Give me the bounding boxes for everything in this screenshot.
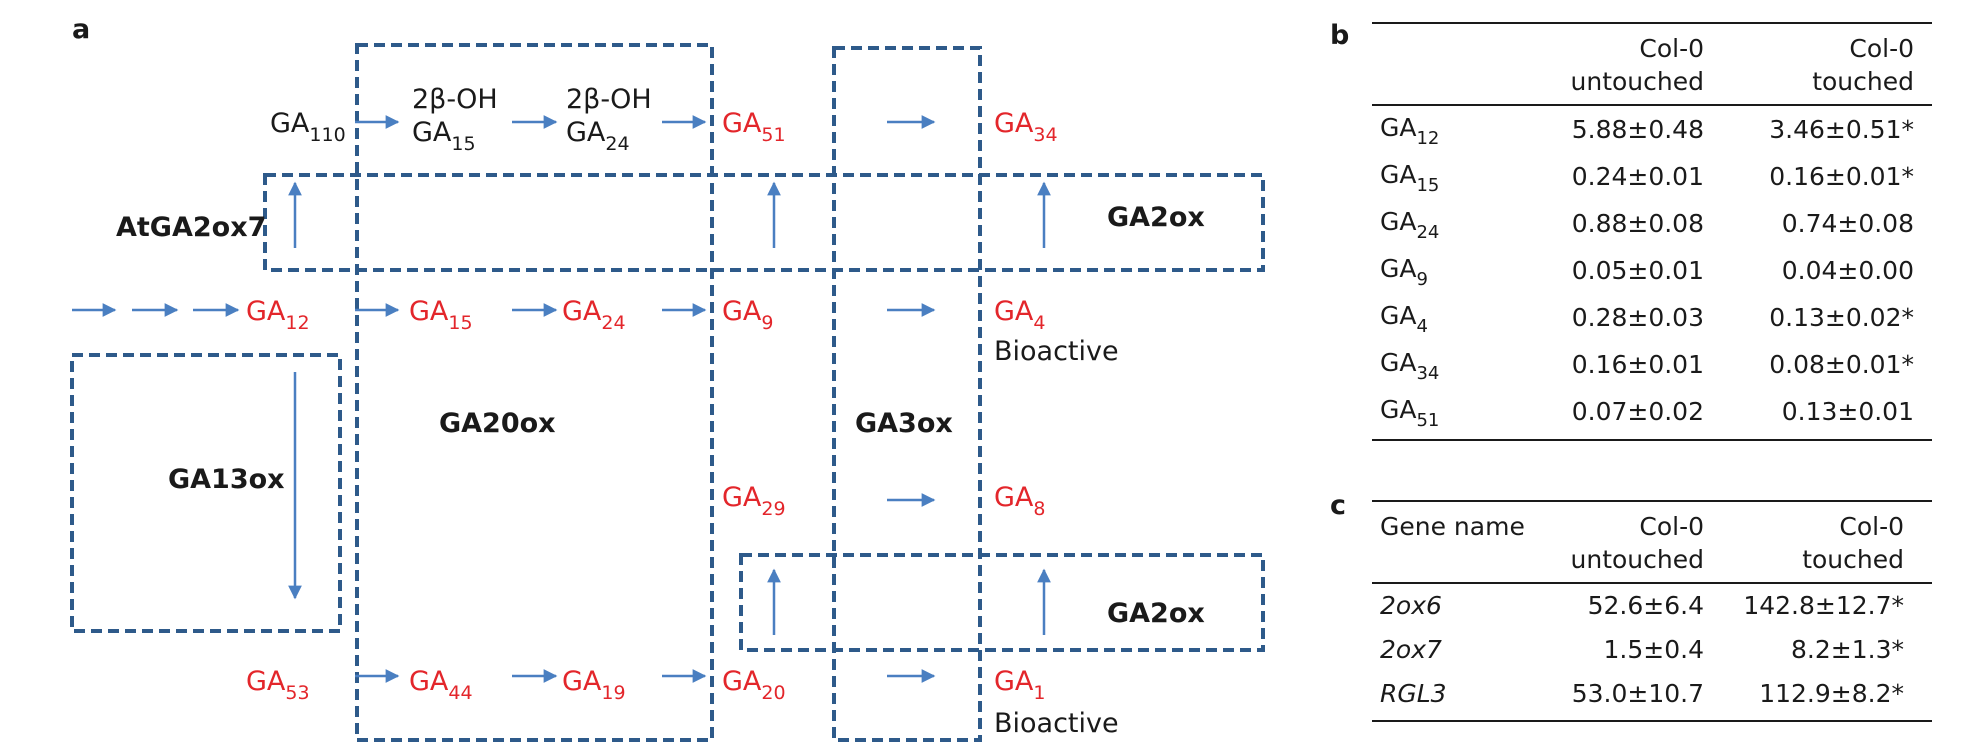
header-untouched: Col-0 untouched	[1542, 501, 1712, 584]
row-label: GA51	[1372, 388, 1542, 441]
metabolite-ga51: GA51	[722, 108, 786, 146]
table-row: GA12 5.88±0.48 3.46±0.51*	[1372, 105, 1932, 153]
enzyme-ga13ox: GA13ox	[168, 464, 285, 495]
metabolite-ga20: GA20	[722, 666, 786, 704]
row-label: GA12	[1380, 113, 1440, 149]
metabolite-ga29: GA29	[722, 482, 786, 520]
header-gene-name: Gene name	[1372, 501, 1542, 584]
cell-touched: 0.13±0.01	[1712, 388, 1932, 441]
cell-touched: 0.13±0.02*	[1769, 302, 1914, 332]
metabolite-ga44: GA44	[409, 666, 473, 704]
metabolite-ga8: GA8	[994, 482, 1046, 520]
cell-untouched: 0.28±0.03	[1571, 302, 1704, 332]
metabolite-ga15: GA15	[409, 296, 473, 334]
row-label: GA24	[1380, 207, 1440, 243]
metabolite-ga12: GA12	[246, 296, 310, 334]
gene-expression-table: Gene name Col-0 untouched Col-0 touched 2o…	[1372, 500, 1932, 722]
ga4-bioactive-note: Bioactive	[994, 336, 1119, 367]
ga2ox-top-box	[263, 173, 1265, 272]
metabolite-ga24: GA24	[562, 296, 626, 334]
header-touched: Col-0 touched	[1712, 501, 1932, 584]
metabolite-ga9: GA9	[722, 296, 774, 334]
header-untouched: Col-0 untouched	[1542, 23, 1712, 106]
table-row: 2ox7 1.5±0.4 8.2±1.3*	[1372, 628, 1932, 672]
table-row: GA4 0.28±0.03 0.13±0.02*	[1372, 294, 1932, 341]
cell-untouched: 0.05±0.01	[1571, 255, 1704, 285]
enzyme-ga3ox: GA3ox	[855, 408, 953, 439]
metabolite-ga34: GA34	[994, 108, 1058, 146]
metabolite-ga1: GA1	[994, 666, 1046, 704]
cell-untouched: 0.16±0.01	[1571, 349, 1704, 379]
enzyme-ga20ox: GA20ox	[439, 408, 556, 439]
metabolite-2b-oh-ga24: 2β-OH GA24	[566, 84, 652, 155]
enzyme-ga2ox-top: GA2ox	[1107, 202, 1205, 233]
cell-touched: 0.04±0.00	[1781, 255, 1914, 285]
row-label: GA9	[1380, 254, 1428, 290]
cell-untouched: 5.88±0.48	[1571, 114, 1704, 144]
table-header-row: Gene name Col-0 untouched Col-0 touched	[1372, 501, 1932, 584]
table-row: GA15 0.24±0.01 0.16±0.01*	[1372, 153, 1932, 200]
metabolite-ga110: GA110	[270, 108, 346, 146]
ga2ox-bottom-box	[739, 553, 1265, 652]
cell-untouched: 53.0±10.7	[1542, 672, 1712, 722]
ga-content-table: Col-0 untouched Col-0 touched GA12 5.88±0.4…	[1372, 22, 1932, 441]
header-touched: Col-0 touched	[1712, 23, 1932, 106]
enzyme-atga2ox7: AtGA2ox7	[116, 212, 267, 243]
cell-touched: 142.8±12.7*	[1743, 591, 1904, 620]
cell-untouched: 0.88±0.08	[1571, 208, 1704, 238]
cell-untouched: 52.6±6.4	[1587, 591, 1704, 620]
table-row: GA24 0.88±0.08 0.74±0.08	[1372, 200, 1932, 247]
metabolite-ga53: GA53	[246, 666, 310, 704]
row-label: GA34	[1380, 348, 1440, 384]
cell-touched: 3.46±0.51*	[1769, 114, 1914, 144]
table-row: GA9 0.05±0.01 0.04±0.00	[1372, 247, 1932, 294]
cell-touched: 0.16±0.01*	[1769, 161, 1914, 191]
ga3ox-box	[832, 46, 982, 742]
metabolite-ga19: GA19	[562, 666, 626, 704]
table-row: 2ox6 52.6±6.4 142.8±12.7*	[1372, 583, 1932, 628]
cell-untouched: 1.5±0.4	[1603, 635, 1704, 664]
header-metabolite	[1372, 23, 1542, 106]
table-row: GA34 0.16±0.01 0.08±0.01*	[1372, 341, 1932, 388]
row-label: GA15	[1380, 160, 1440, 196]
panel-label-b: b	[1330, 20, 1350, 51]
cell-touched: 0.08±0.01*	[1769, 349, 1914, 379]
cell-untouched: 0.24±0.01	[1571, 161, 1704, 191]
enzyme-ga2ox-bottom: GA2ox	[1107, 598, 1205, 629]
gene-name: 2ox6	[1380, 591, 1442, 620]
row-label: GA4	[1380, 301, 1428, 337]
table-row: RGL3 53.0±10.7 112.9±8.2*	[1372, 672, 1932, 722]
cell-touched: 112.9±8.2*	[1712, 672, 1932, 722]
table-row: GA51 0.07±0.02 0.13±0.01	[1372, 388, 1932, 441]
gene-name: RGL3	[1372, 672, 1542, 722]
metabolite-ga4: GA4	[994, 296, 1046, 334]
panel-label-a: a	[72, 14, 91, 45]
cell-untouched: 0.07±0.02	[1542, 388, 1712, 441]
table-header-row: Col-0 untouched Col-0 touched	[1372, 23, 1932, 106]
cell-touched: 8.2±1.3*	[1791, 635, 1904, 664]
ga20ox-box	[355, 43, 714, 742]
metabolite-2b-oh-ga15: 2β-OH GA15	[412, 84, 498, 155]
cell-touched: 0.74±0.08	[1781, 208, 1914, 238]
ga1-bioactive-note: Bioactive	[994, 708, 1119, 739]
gene-name: 2ox7	[1380, 635, 1442, 664]
panel-label-c: c	[1330, 490, 1347, 521]
